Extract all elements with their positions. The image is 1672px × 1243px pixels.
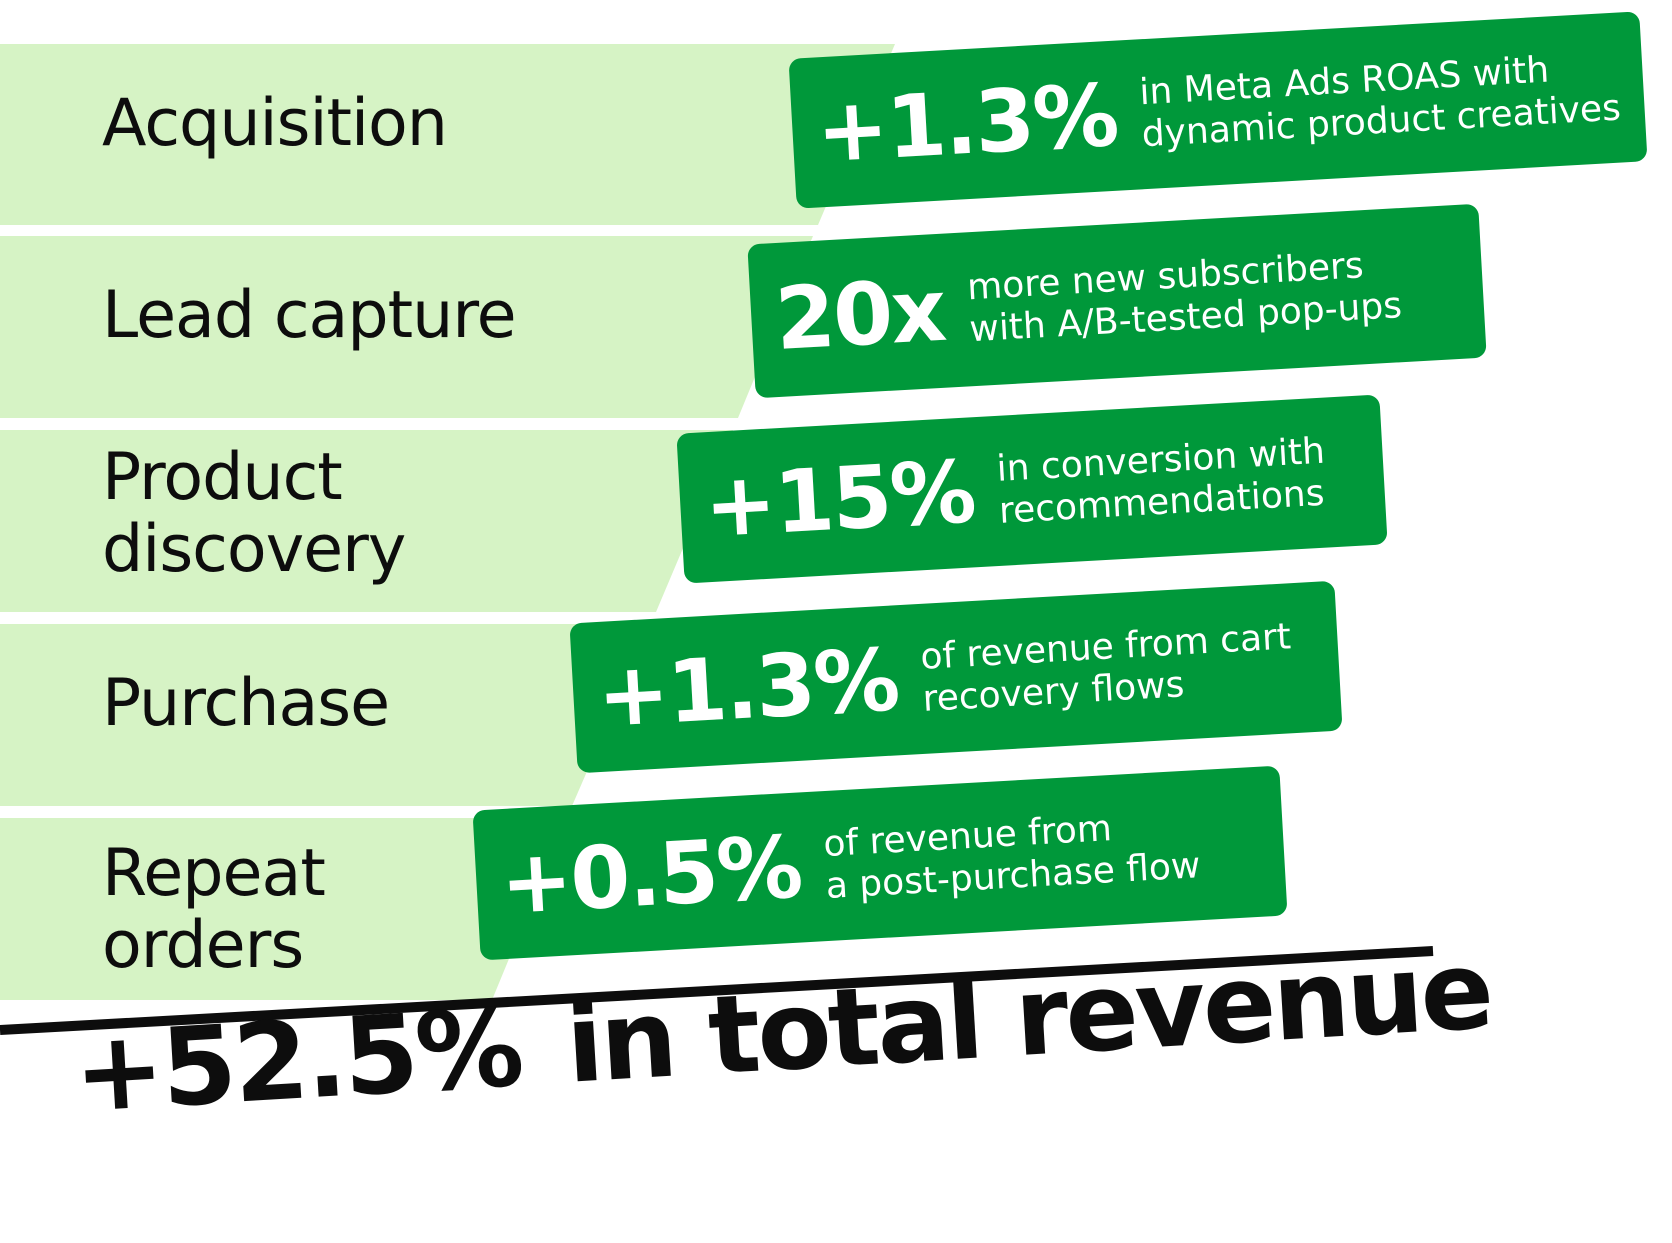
- metric-value: +0.5%: [497, 817, 804, 935]
- stage-label-lead-capture: Lead capture: [102, 278, 517, 353]
- funnel-band-lead-capture: [0, 236, 813, 418]
- stage-label-product-discovery: Product discovery: [102, 440, 406, 587]
- metric-description: in Meta Ads ROAS with dynamic product cr…: [1138, 49, 1622, 156]
- funnel-band-product-discovery: [0, 430, 733, 612]
- metric-value: 20x: [772, 260, 948, 371]
- metric-value: +1.3%: [813, 65, 1120, 183]
- metric-description: in conversion with recommendations: [995, 430, 1326, 532]
- metric-value: +15%: [701, 442, 977, 558]
- funnel-band-repeat-orders: [0, 818, 567, 1000]
- stage-label-repeat-orders: Repeat orders: [102, 836, 326, 983]
- metric-description: of revenue from cart recovery flows: [919, 616, 1292, 720]
- stage-label-purchase: Purchase: [102, 666, 390, 741]
- funnel-band-acquisition: [0, 44, 895, 225]
- total-revenue-value: +52.5%: [70, 985, 525, 1138]
- total-divider-line: [0, 946, 1434, 1035]
- metric-description: more new subscribers with A/B-tested pop…: [966, 245, 1403, 351]
- funnel-band-purchase: [0, 624, 651, 806]
- stage-label-acquisition: Acquisition: [102, 86, 448, 161]
- metric-value: +1.3%: [594, 630, 901, 747]
- metric-description: of revenue from a post-purchase flow: [822, 808, 1202, 908]
